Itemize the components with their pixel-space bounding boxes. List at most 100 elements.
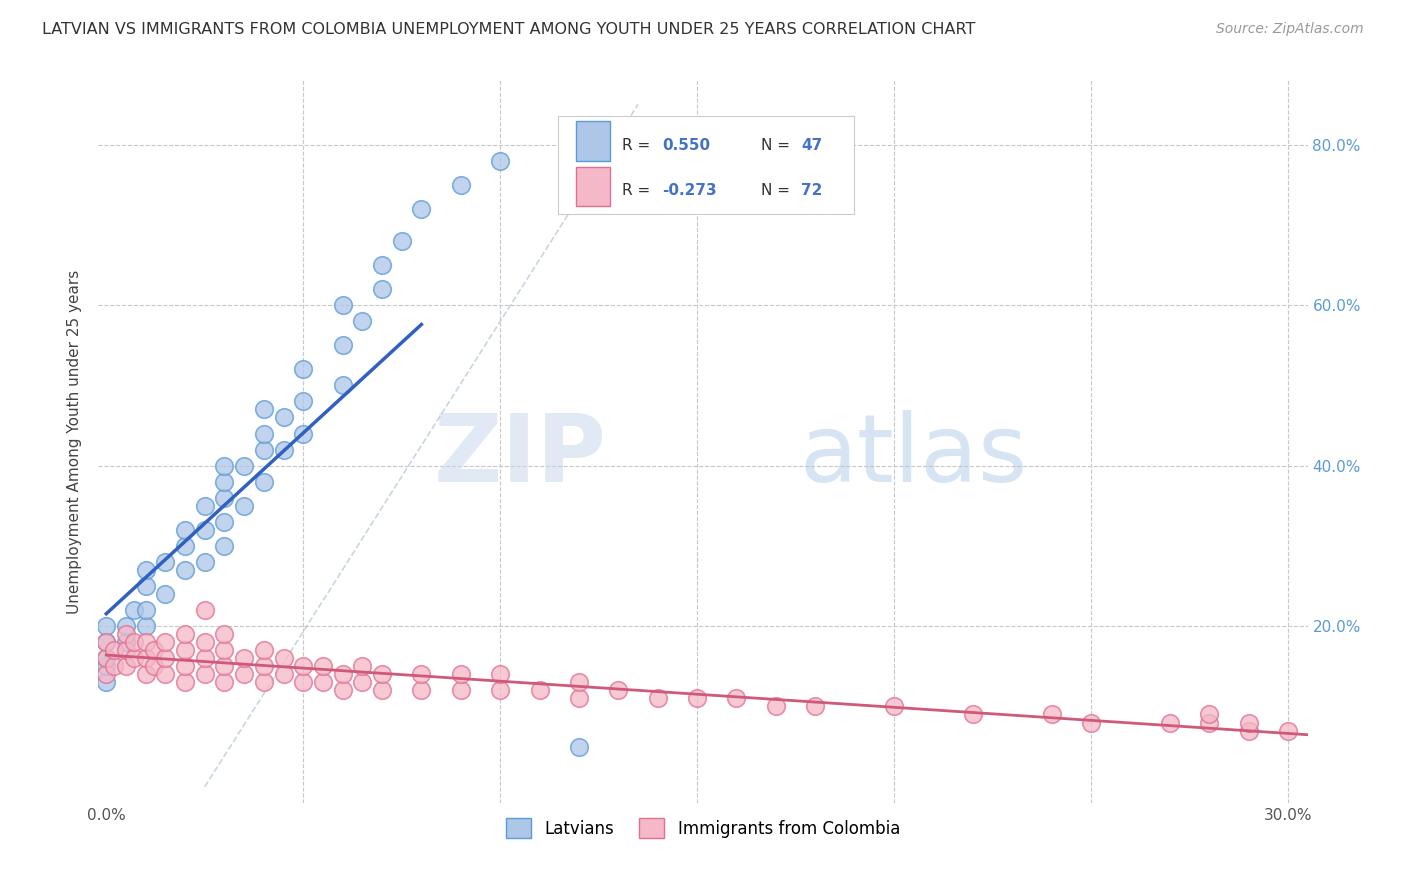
Point xyxy=(135,579,157,593)
Point xyxy=(371,258,394,272)
Point xyxy=(253,442,276,457)
Point xyxy=(135,603,157,617)
Point xyxy=(214,539,236,553)
Point xyxy=(489,153,512,168)
Point xyxy=(1237,723,1260,738)
Point xyxy=(142,659,165,673)
Text: 72: 72 xyxy=(801,183,823,198)
Text: N =: N = xyxy=(761,137,794,153)
Point xyxy=(529,683,551,698)
Point xyxy=(214,515,236,529)
Point xyxy=(96,667,118,681)
Text: atlas: atlas xyxy=(800,410,1028,502)
Point xyxy=(96,651,118,665)
Point xyxy=(253,643,276,657)
Point xyxy=(332,338,354,352)
Point xyxy=(233,458,256,473)
Point xyxy=(122,651,145,665)
Point xyxy=(411,202,433,216)
Point xyxy=(233,667,256,681)
Point xyxy=(273,442,295,457)
Point xyxy=(214,458,236,473)
Point xyxy=(411,667,433,681)
Point xyxy=(122,603,145,617)
Point xyxy=(725,691,748,706)
Text: R =: R = xyxy=(621,137,655,153)
Point xyxy=(214,659,236,673)
Point xyxy=(411,683,433,698)
Point xyxy=(332,683,354,698)
Point xyxy=(1198,707,1220,722)
Point xyxy=(883,699,905,714)
Point xyxy=(214,491,236,505)
Point xyxy=(312,659,335,673)
Point xyxy=(253,426,276,441)
Point xyxy=(962,707,984,722)
Point xyxy=(142,643,165,657)
Point xyxy=(292,394,315,409)
Point xyxy=(194,635,217,649)
Point xyxy=(568,739,591,754)
Point xyxy=(96,635,118,649)
Point xyxy=(1040,707,1063,722)
Point xyxy=(214,643,236,657)
Point xyxy=(96,659,118,673)
Point xyxy=(253,475,276,489)
Point xyxy=(115,635,138,649)
Point xyxy=(371,282,394,296)
Text: N =: N = xyxy=(761,183,794,198)
Text: 0.550: 0.550 xyxy=(662,137,710,153)
Point xyxy=(352,314,374,328)
Point xyxy=(155,555,177,569)
Point xyxy=(233,651,256,665)
Point xyxy=(273,651,295,665)
Point xyxy=(135,651,157,665)
Point xyxy=(292,675,315,690)
FancyBboxPatch shape xyxy=(558,117,855,214)
Point xyxy=(96,651,118,665)
Point xyxy=(194,651,217,665)
Point xyxy=(1159,715,1181,730)
Point xyxy=(115,643,138,657)
Point xyxy=(174,627,197,641)
Point xyxy=(253,402,276,417)
Point xyxy=(194,603,217,617)
Point xyxy=(174,659,197,673)
Point xyxy=(489,683,512,698)
Point xyxy=(174,539,197,553)
Point xyxy=(96,635,118,649)
Point xyxy=(103,659,125,673)
Point xyxy=(103,643,125,657)
Point xyxy=(155,635,177,649)
Point xyxy=(115,619,138,633)
Point xyxy=(174,563,197,577)
Point xyxy=(371,667,394,681)
Point xyxy=(391,234,413,248)
Text: ZIP: ZIP xyxy=(433,410,606,502)
Point xyxy=(352,675,374,690)
Point xyxy=(174,675,197,690)
Point xyxy=(214,675,236,690)
Text: LATVIAN VS IMMIGRANTS FROM COLOMBIA UNEMPLOYMENT AMONG YOUTH UNDER 25 YEARS CORR: LATVIAN VS IMMIGRANTS FROM COLOMBIA UNEM… xyxy=(42,22,976,37)
Point xyxy=(214,627,236,641)
Point xyxy=(96,619,118,633)
Text: R =: R = xyxy=(621,183,655,198)
Point xyxy=(122,635,145,649)
Point xyxy=(253,675,276,690)
Point xyxy=(253,659,276,673)
Point xyxy=(194,523,217,537)
Point xyxy=(115,659,138,673)
Point xyxy=(1277,723,1299,738)
FancyBboxPatch shape xyxy=(576,167,610,206)
Point xyxy=(568,675,591,690)
Point xyxy=(568,691,591,706)
Point xyxy=(312,675,335,690)
Point xyxy=(686,691,709,706)
Point xyxy=(233,499,256,513)
Point xyxy=(155,587,177,601)
Point xyxy=(450,667,472,681)
Point xyxy=(371,683,394,698)
Point xyxy=(332,298,354,312)
Point xyxy=(332,667,354,681)
Point xyxy=(1237,715,1260,730)
